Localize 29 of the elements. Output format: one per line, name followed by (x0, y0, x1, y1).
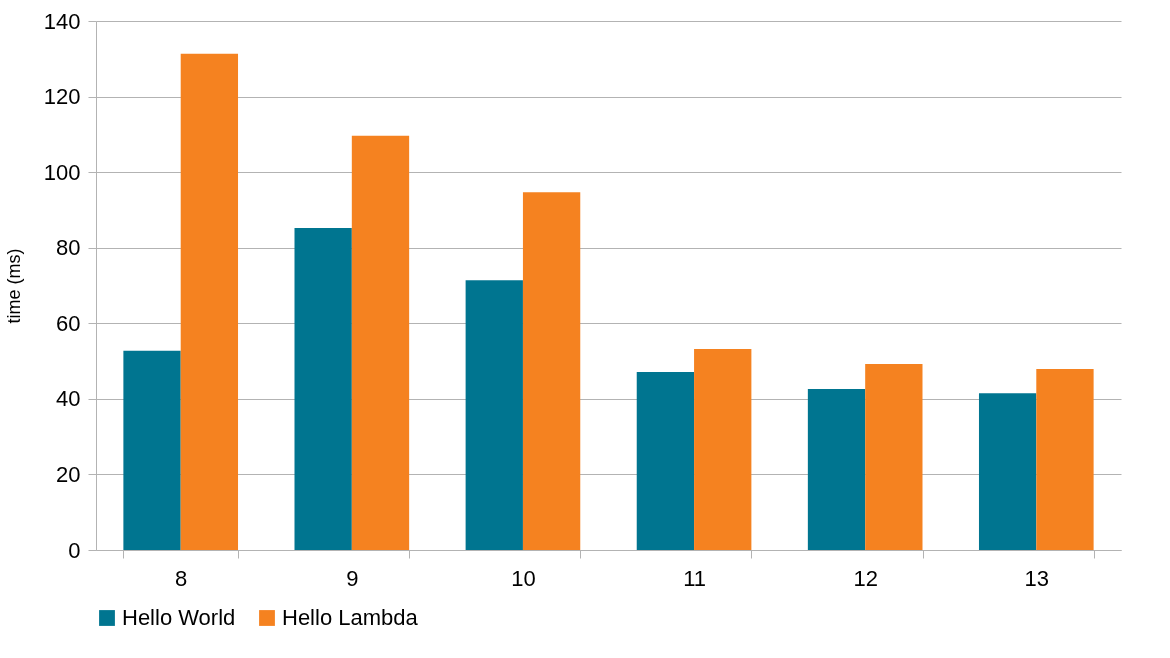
y-tick-label: 120 (43, 84, 81, 110)
legend-label: Hello World (122, 605, 236, 630)
bar (294, 228, 352, 550)
x-tick-label: 11 (683, 565, 706, 591)
y-tick-label: 80 (56, 235, 81, 261)
bar (123, 350, 181, 550)
y-tick-label: 60 (56, 310, 81, 336)
x-tick-label: 10 (511, 565, 536, 591)
bar (807, 389, 866, 550)
y-tick-label: 20 (56, 461, 81, 487)
bar (522, 192, 581, 550)
bar (180, 53, 239, 550)
bar (694, 348, 752, 550)
bar (865, 364, 923, 550)
y-tick-label: 40 (56, 386, 81, 412)
bar (465, 280, 523, 550)
y-tick-label: 140 (43, 8, 81, 34)
y-tick-label: 0 (68, 537, 81, 563)
bar (1036, 369, 1094, 550)
y-tick-label: 100 (43, 159, 81, 185)
bar (978, 393, 1037, 550)
x-tick-label: 13 (1024, 565, 1050, 591)
x-tick-label: 12 (853, 565, 878, 591)
bar (636, 372, 695, 550)
x-tick-label: 8 (175, 565, 188, 591)
bar (351, 135, 410, 550)
y-axis-title: time (ms) (3, 248, 24, 324)
legend-label: Hello Lambda (282, 605, 419, 630)
x-tick-label: 9 (346, 565, 359, 591)
